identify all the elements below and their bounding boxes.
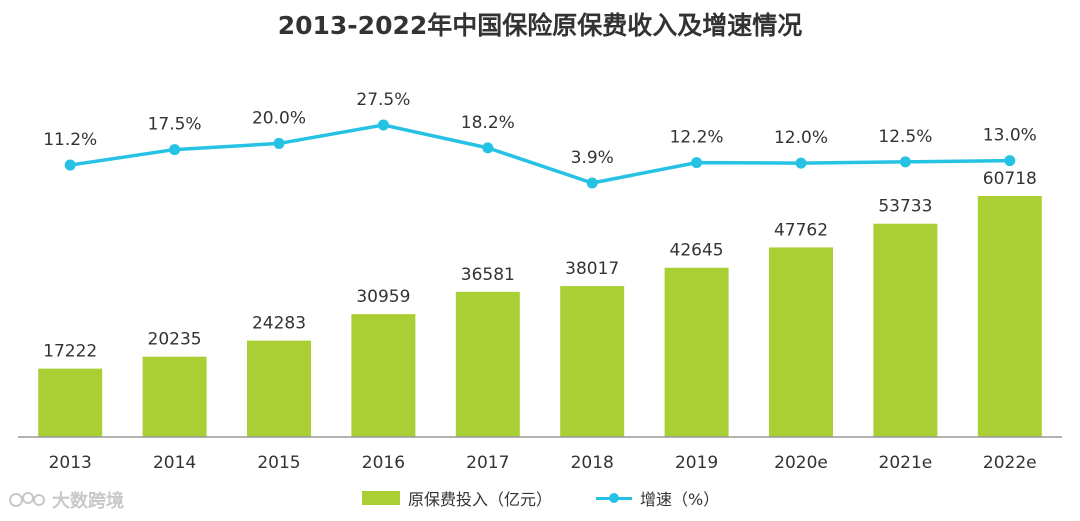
bar-label-2020e: 47762 [774,220,828,240]
growth-point-2018 [586,177,598,189]
bar-label-2017: 36581 [461,265,515,285]
growth-point-2014 [169,144,181,156]
growth-label-2017: 18.2% [461,113,515,133]
watermark-text: 大数跨境 [52,491,124,512]
growth-label-2020e: 12.0% [774,128,828,148]
watermark: 大数跨境 [8,487,124,513]
bar-2017 [455,291,520,437]
bar-2015 [247,340,311,437]
x-tick-2019: 2019 [675,453,718,473]
growth-label-2021e: 12.5% [878,127,932,147]
growth-label-2013: 11.2% [43,130,97,150]
bars-layer [38,196,1042,437]
legend-swatch-line [596,492,633,503]
bar-label-2021e: 53733 [878,197,932,217]
line-layer [64,119,1016,189]
axis-layer: 2013 2014 2015 2016 2017 2018 2019 2020e 2021e 20… [18,436,1062,473]
growth-point-2022e [1004,155,1016,167]
growth-label-2015: 20.0% [252,108,306,128]
growth-point-2016 [377,119,389,131]
labels-layer: 17222 20235 24283 30959 36581 38017 42645 47762… [43,90,1037,362]
x-tick-2020e: 2020e [774,453,828,473]
x-tick-2014: 2014 [153,453,196,473]
growth-label-2019: 12.2% [670,128,724,148]
bar-2014 [142,356,207,437]
growth-point-2013 [64,159,76,171]
x-tick-2022e: 2022e [983,453,1037,473]
x-tick-2013: 2013 [49,453,92,473]
legend-label-growth: 增速（%） [640,490,720,509]
legend-item-growth[interactable]: 增速（%） [596,486,719,510]
growth-point-2015 [273,137,285,149]
bar-label-2014: 20235 [148,330,202,350]
bar-2022e [977,196,1042,437]
bar-2016 [351,314,416,437]
growth-point-2019 [691,157,703,169]
x-tick-2016: 2016 [362,453,405,473]
bar-2021e [873,223,938,437]
bar-2013 [38,368,103,437]
x-tick-2018: 2018 [571,453,614,473]
legend: 原保费投入（亿元） 增速（%） [362,486,763,510]
x-tick-2015: 2015 [257,453,300,473]
bar-label-2015: 24283 [252,314,306,334]
growth-label-2022e: 13.0% [983,126,1037,146]
bar-2020e [769,247,833,437]
legend-label-premium: 原保费投入（亿元） [408,490,553,509]
growth-point-2021e [899,156,911,168]
chart-title: 2013-2022年中国保险原保费收入及增速情况 [277,11,803,40]
legend-swatch-bar [362,491,400,505]
watermark-logo-icon [9,492,45,507]
bar-label-2019: 42645 [670,241,724,261]
bar-label-2016: 30959 [356,287,410,307]
legend-item-premium[interactable]: 原保费投入（亿元） [362,486,552,510]
bar-label-2018: 38017 [565,259,619,279]
growth-label-2014: 17.5% [148,115,202,135]
growth-line [68,123,1012,185]
growth-point-2017 [482,142,494,154]
x-tick-2021e: 2021e [879,453,933,473]
bar-2018 [560,286,625,437]
growth-point-2020e [795,157,807,169]
bar-2019 [664,267,729,437]
bar-label-2013: 17222 [43,342,97,362]
growth-label-2016: 27.5% [356,90,410,110]
bar-label-2022e: 60718 [983,169,1037,189]
growth-label-2018: 3.9% [571,148,614,168]
x-tick-2017: 2017 [466,453,509,473]
